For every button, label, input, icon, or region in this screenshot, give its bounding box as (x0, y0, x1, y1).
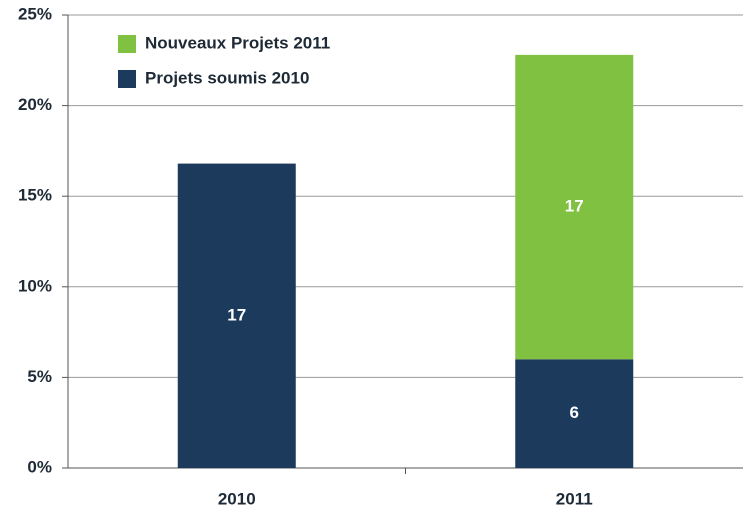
data-label: 17 (227, 305, 246, 324)
data-label: 6 (570, 403, 579, 422)
legend-swatch (118, 70, 136, 88)
y-tick-label: 10% (18, 276, 52, 295)
data-label: 17 (565, 197, 584, 216)
y-tick-label: 20% (18, 95, 52, 114)
y-tick-label: 5% (27, 367, 52, 386)
legend-swatch (118, 35, 136, 53)
bar-segment (177, 163, 296, 469)
bar-segment (515, 359, 634, 468)
y-tick-label: 25% (18, 4, 52, 23)
y-tick-label: 15% (18, 186, 52, 205)
legend-label: Projets soumis 2010 (145, 68, 309, 87)
bar-segment (515, 54, 634, 360)
legend-label: Nouveaux Projets 2011 (145, 33, 330, 52)
x-tick-label: 2010 (218, 489, 256, 508)
x-tick-label: 2011 (556, 489, 593, 508)
y-tick-label: 0% (27, 457, 52, 476)
